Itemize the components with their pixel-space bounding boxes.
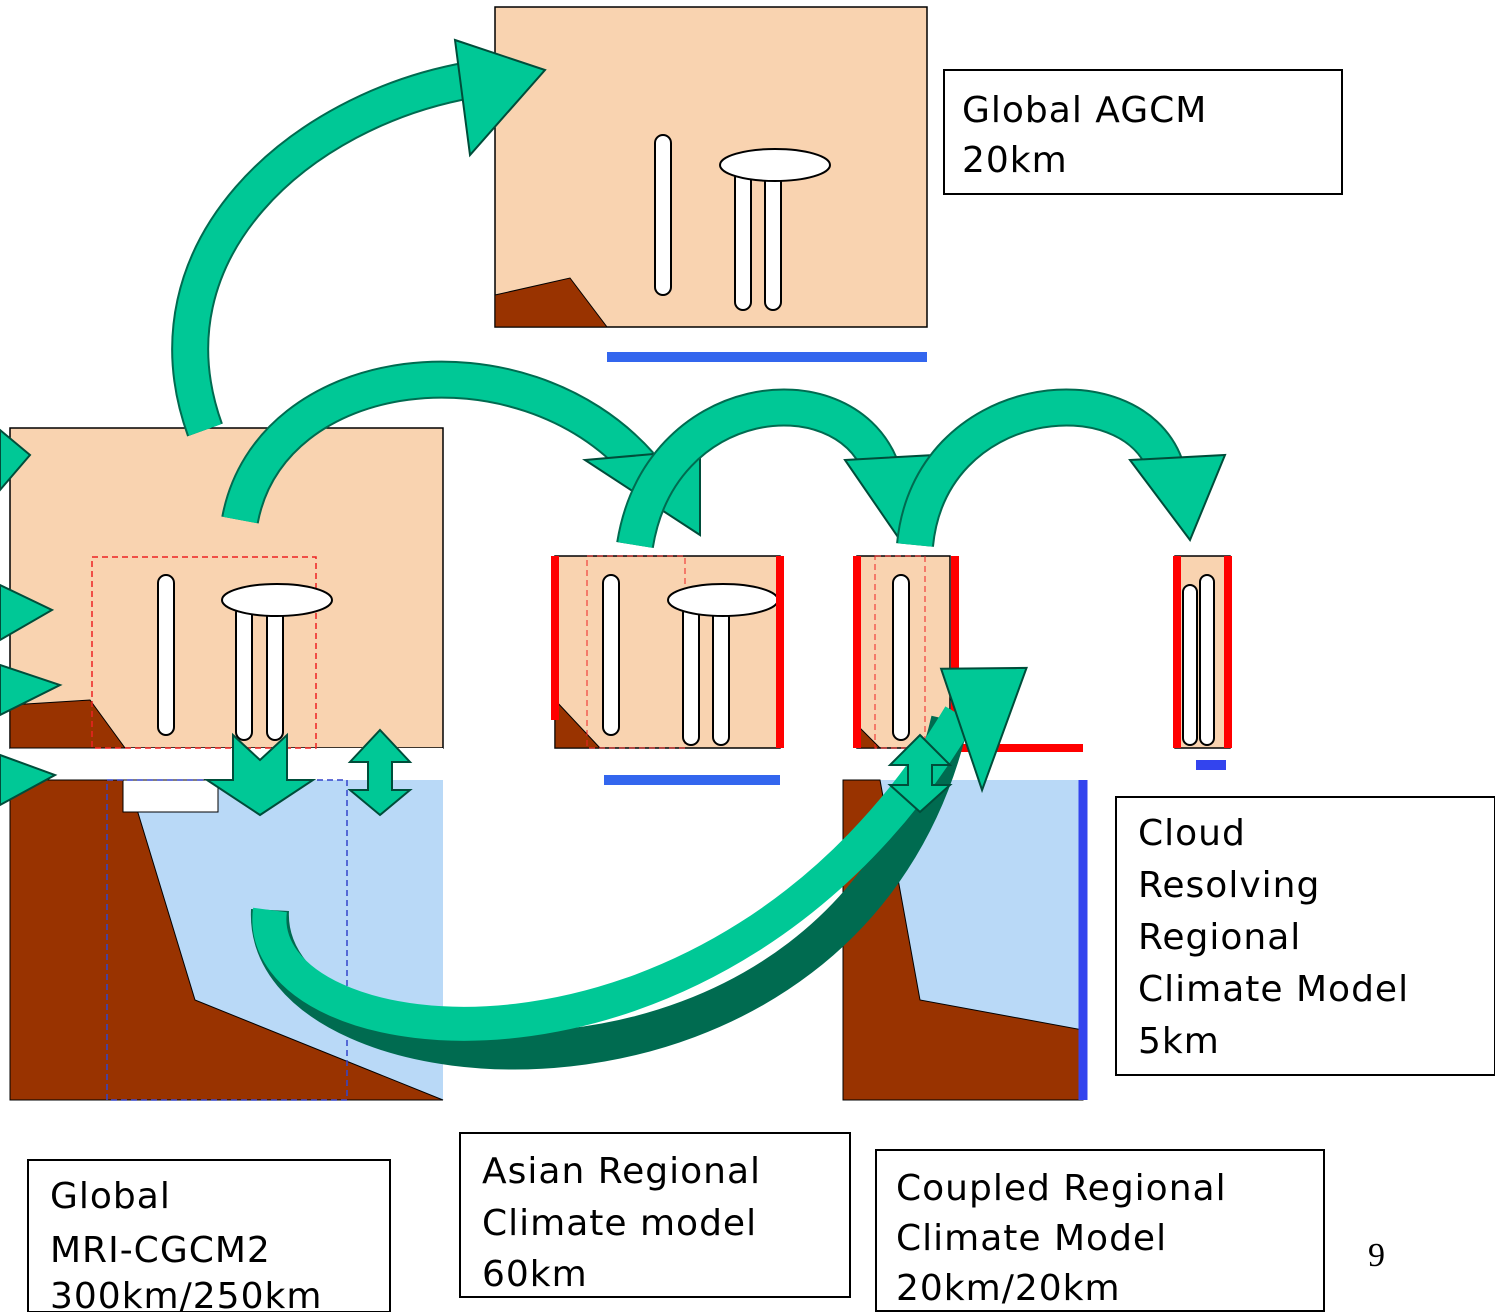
- label-line: 20km: [962, 140, 1068, 181]
- label-line: 300km/250km: [50, 1276, 322, 1312]
- label-line: 60km: [482, 1254, 588, 1295]
- label-line: Coupled Regional: [896, 1168, 1227, 1209]
- agcm-panel: [494, 6, 928, 362]
- label-line: Cloud: [1138, 813, 1246, 854]
- label-line: MRI-CGCM2: [50, 1230, 271, 1271]
- label-line: 5km: [1138, 1021, 1220, 1062]
- asian-panel: [551, 555, 784, 785]
- label-line: Global AGCM: [962, 90, 1207, 131]
- label-cloud: Cloud Resolving Regional Climate Model 5…: [1115, 796, 1495, 1076]
- label-line: Climate model: [482, 1203, 757, 1244]
- label-line: Global: [50, 1176, 171, 1217]
- page-number: 9: [1368, 1237, 1385, 1274]
- label-agcm: Global AGCM 20km: [943, 69, 1343, 195]
- cloud-panel: [1173, 555, 1232, 770]
- label-coupled: Coupled Regional Climate Model 20km/20km: [875, 1149, 1325, 1312]
- label-line: Resolving: [1138, 865, 1320, 906]
- label-asian: Asian Regional Climate model 60km: [459, 1132, 851, 1298]
- label-line: 20km/20km: [896, 1268, 1121, 1309]
- label-line: Climate Model: [1138, 969, 1409, 1010]
- label-line: Climate Model: [896, 1218, 1167, 1259]
- label-global: Global MRI-CGCM2 300km/250km: [27, 1159, 391, 1312]
- label-line: Asian Regional: [482, 1151, 761, 1192]
- arrows: [0, 38, 1227, 1070]
- label-line: Regional: [1138, 917, 1301, 958]
